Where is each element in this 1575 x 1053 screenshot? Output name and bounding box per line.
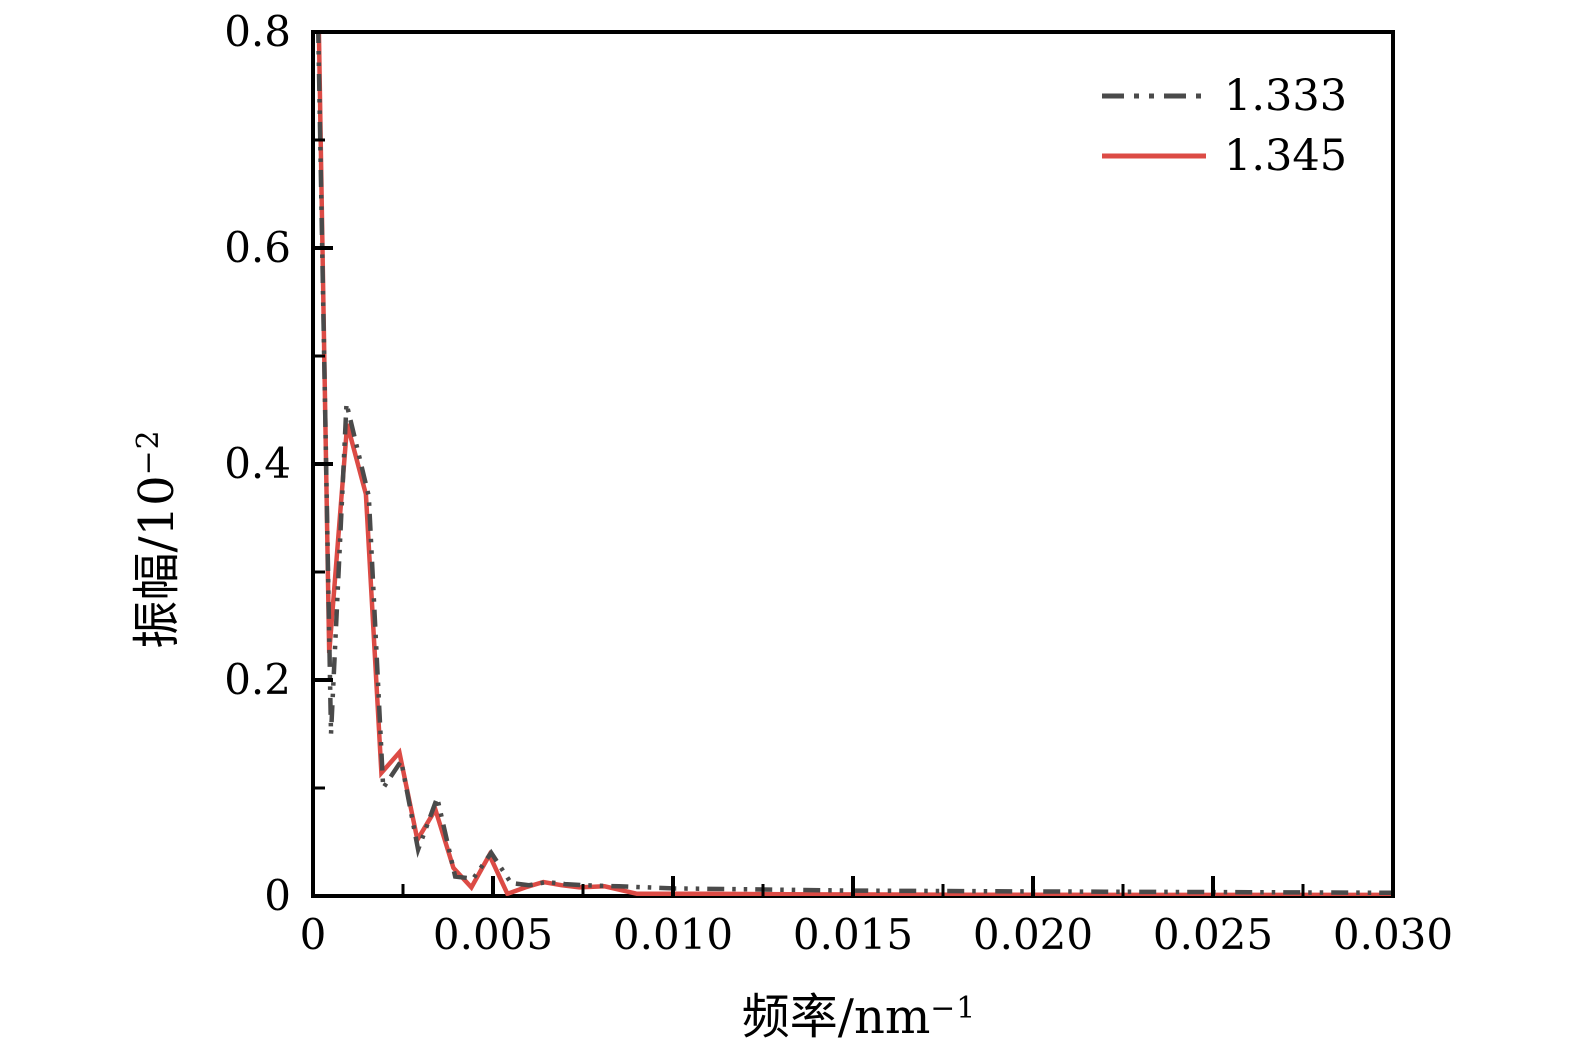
y-tick-label: 0.8 [224,7,291,56]
legend-solid-line-sample [1101,153,1207,159]
y-axis-label-superscript: −2 [131,429,167,476]
legend-item-1333: 1.333 [1101,66,1347,126]
x-tick-label: 0.005 [433,910,553,959]
y-tick-label: 0.4 [224,439,291,488]
y-tick-label: 0.6 [224,223,291,272]
legend-label-1333: 1.333 [1224,70,1348,121]
x-tick-label: 0.010 [613,910,733,959]
x-tick-label: 0.025 [1153,910,1273,959]
y-axis-label-base: 振幅/10 [129,475,185,649]
y-tick-label: 0 [264,871,291,920]
y-tick-label: 0.2 [224,655,291,704]
x-tick-label: 0 [300,910,327,959]
x-tick-label: 0.020 [973,910,1093,959]
x-tick-label: 0.030 [1333,910,1453,959]
legend: 1.333 1.345 [1101,66,1347,186]
legend-dashed-line-sample [1101,93,1207,99]
legend-label-1345: 1.345 [1224,130,1348,181]
y-axis-label: 振幅/10−2 [117,429,187,648]
x-tick-label: 0.015 [793,910,913,959]
series-line-1-345 [316,32,1393,896]
x-axis-label-base: 频率/nm [741,989,931,1045]
x-axis-label-superscript: −1 [930,991,977,1027]
series-line-1-333 [316,32,1393,896]
series-group [316,32,1393,896]
x-axis-label: 频率/nm−1 [742,977,976,1047]
legend-item-1345: 1.345 [1101,126,1347,186]
